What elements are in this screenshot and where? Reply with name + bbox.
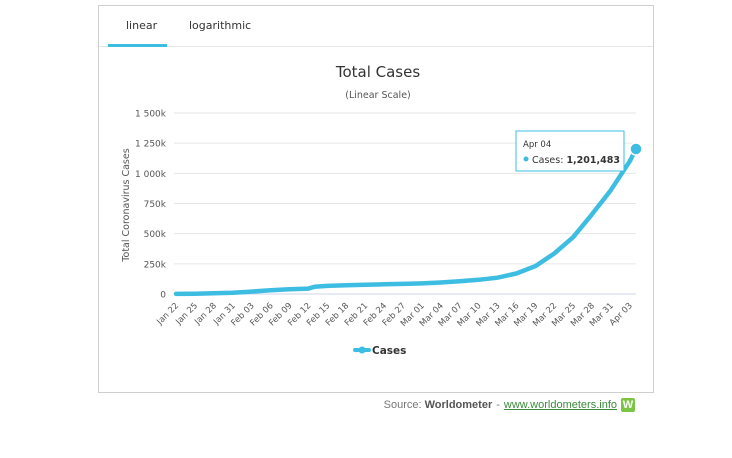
chart-panel: linear logarithmic Total Cases (Linear S… xyxy=(98,5,654,393)
source-prefix: Source: xyxy=(383,399,422,411)
worldometer-logo-icon: W xyxy=(621,398,635,412)
y-axis-ticks: 0 250k 500k 750k 1 000k 1 250k 1 500k xyxy=(135,110,167,301)
chart-subtitle: (Linear Scale) xyxy=(345,90,411,101)
y-tick-label: 250k xyxy=(144,260,167,270)
y-tick-label: 750k xyxy=(144,200,167,210)
tooltip-series: Cases: 1,201,483 xyxy=(532,155,620,166)
tooltip-colon: : xyxy=(560,155,566,166)
y-tick-label: 1 250k xyxy=(135,140,167,150)
legend[interactable]: Cases xyxy=(353,345,406,357)
series-cases xyxy=(173,142,643,297)
active-tab-indicator xyxy=(108,44,167,47)
tooltip-series-name: Cases xyxy=(532,155,560,166)
chart-title: Total Cases xyxy=(335,63,421,81)
source-separator: - xyxy=(496,399,500,411)
y-axis-label: Total Coronavirus Cases xyxy=(121,148,132,262)
series-line-cases xyxy=(173,146,639,297)
tooltip-marker xyxy=(523,156,529,162)
tooltip: Apr 04 Cases: 1,201,483 xyxy=(515,130,625,172)
y-tick-label: 500k xyxy=(144,230,167,240)
y-tick-label: 0 xyxy=(160,291,166,301)
legend-marker-cases xyxy=(358,346,366,354)
hovered-point-marker xyxy=(629,142,643,156)
legend-label-cases: Cases xyxy=(372,345,406,357)
source-brand: Worldometer xyxy=(424,399,493,411)
source-link[interactable]: www.worldometers.info xyxy=(503,399,617,411)
total-cases-chart: Total Cases (Linear Scale) Total Coronav… xyxy=(121,63,643,357)
tab-linear[interactable]: linear xyxy=(126,19,158,32)
scale-tabs: linear logarithmic xyxy=(99,6,653,47)
tooltip-date: Apr 04 xyxy=(523,140,551,150)
tooltip-box xyxy=(515,130,625,172)
tab-logarithmic[interactable]: logarithmic xyxy=(189,19,252,32)
tooltip-value: 1,201,483 xyxy=(566,155,620,166)
y-tick-label: 1 000k xyxy=(135,170,167,180)
source-attribution: Source: Worldometer - www.worldometers.i… xyxy=(384,398,635,412)
y-tick-label: 1 500k xyxy=(135,110,167,120)
